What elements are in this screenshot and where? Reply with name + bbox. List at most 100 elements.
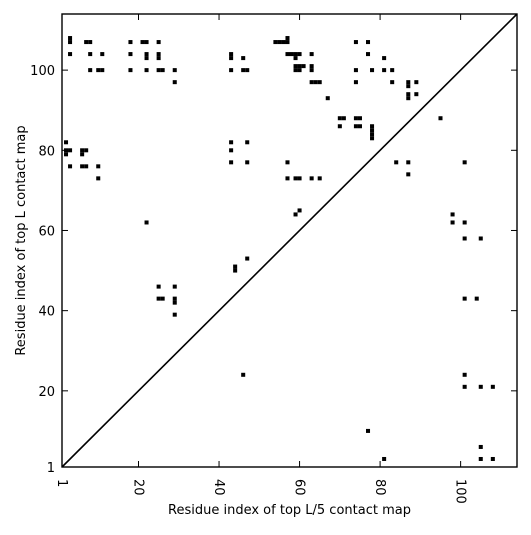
contact-point [160, 68, 165, 73]
contact-point [144, 40, 149, 45]
contact-point [285, 36, 290, 41]
contact-point [229, 56, 234, 61]
contact-point [317, 80, 322, 85]
contact-point [394, 160, 399, 165]
contact-point [297, 208, 302, 213]
contact-point [297, 176, 302, 181]
contact-point [406, 92, 411, 97]
contact-point [68, 148, 73, 153]
contact-point [297, 52, 302, 57]
marks-layer [64, 36, 495, 461]
contact-point [273, 40, 278, 45]
contact-point [462, 296, 467, 301]
contact-point [128, 52, 133, 57]
contact-point [337, 124, 342, 129]
contact-point [293, 68, 298, 73]
contact-point [100, 52, 105, 57]
contact-point [438, 116, 443, 121]
contact-point [289, 52, 294, 57]
contact-point [414, 92, 419, 97]
y-tick-label: 40 [38, 305, 55, 320]
contact-point [370, 68, 375, 73]
contact-point [337, 116, 342, 121]
contact-point [357, 116, 362, 121]
contact-point [293, 64, 298, 69]
contact-point [382, 456, 387, 461]
contact-point [366, 52, 371, 57]
contact-point [156, 56, 161, 61]
contact-point [285, 160, 290, 165]
contact-point [68, 164, 73, 169]
contact-point [68, 36, 73, 41]
contact-point [462, 220, 467, 225]
contact-point [281, 40, 286, 45]
contact-point [309, 68, 314, 73]
contact-point [68, 40, 73, 45]
contact-point [80, 152, 85, 157]
contact-point [229, 68, 234, 73]
contact-point [406, 84, 411, 89]
contact-point [241, 56, 246, 61]
x-tick-label: 40 [211, 479, 226, 496]
contact-point [370, 132, 375, 137]
contact-point [390, 80, 395, 85]
contact-point [285, 40, 290, 45]
contact-point [382, 68, 387, 73]
contact-point [293, 212, 298, 217]
contact-point [156, 296, 161, 301]
contact-point [68, 52, 73, 57]
contact-point [309, 64, 314, 69]
contact-point [293, 176, 298, 181]
contact-point [140, 40, 145, 45]
x-tick-label: 1 [54, 479, 69, 487]
contact-point [156, 40, 161, 45]
contact-point [128, 40, 133, 45]
contact-point [478, 384, 483, 389]
contact-point [156, 52, 161, 57]
contact-point [370, 128, 375, 133]
contact-point [366, 428, 371, 433]
contact-point [144, 52, 149, 57]
contact-point [474, 296, 479, 301]
contact-point [309, 80, 314, 85]
contact-point [414, 80, 419, 85]
y-tick-label: 20 [38, 385, 55, 400]
plot-frame [61, 13, 518, 468]
contact-point [96, 68, 101, 73]
contact-point [301, 64, 306, 69]
contact-point [353, 116, 358, 121]
contact-point [100, 68, 105, 73]
contact-point [84, 164, 89, 169]
contact-point [80, 148, 85, 153]
contact-point [229, 140, 234, 145]
contact-point [390, 68, 395, 73]
contact-point [96, 164, 101, 169]
contact-point [172, 68, 177, 73]
contact-point [382, 56, 387, 61]
contact-point [353, 40, 358, 45]
contact-point [285, 52, 290, 57]
contact-point [366, 40, 371, 45]
contact-point [317, 176, 322, 181]
contact-point [490, 384, 495, 389]
y-axis-label: Residue index of top L contact map [14, 125, 29, 355]
contact-point [233, 264, 238, 269]
contact-point [88, 68, 93, 73]
contact-point [490, 456, 495, 461]
contact-point [297, 68, 302, 73]
contact-point [309, 176, 314, 181]
contact-point [233, 268, 238, 273]
contact-point [84, 148, 89, 153]
y-tick-label: 100 [30, 64, 55, 79]
contact-point [285, 176, 290, 181]
y-axis-ticks: 1 20 40 60 80 100 [30, 64, 517, 476]
contact-point [370, 136, 375, 141]
contact-point [88, 40, 93, 45]
contact-point [96, 176, 101, 181]
contact-point [462, 384, 467, 389]
contact-point [357, 124, 362, 129]
contact-point [229, 52, 234, 57]
contact-point [229, 148, 234, 153]
